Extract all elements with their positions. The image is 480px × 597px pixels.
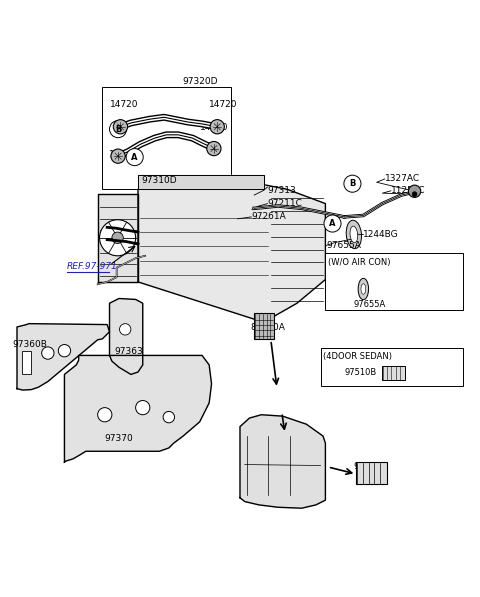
Circle shape xyxy=(344,175,361,192)
Text: 14720: 14720 xyxy=(108,150,137,159)
Text: 97510A: 97510A xyxy=(353,463,388,472)
Bar xyxy=(22,350,31,374)
Circle shape xyxy=(120,324,131,335)
Circle shape xyxy=(112,232,123,244)
Circle shape xyxy=(97,408,112,422)
Circle shape xyxy=(210,119,224,134)
Text: 97211C: 97211C xyxy=(267,199,302,208)
Circle shape xyxy=(99,220,136,256)
Text: 14720: 14720 xyxy=(209,100,238,109)
Text: 1125KC: 1125KC xyxy=(391,186,425,195)
Text: (4DOOR SEDAN): (4DOOR SEDAN) xyxy=(323,352,392,361)
Text: 97320D: 97320D xyxy=(182,77,217,86)
Text: 97363: 97363 xyxy=(114,347,143,356)
Text: B: B xyxy=(349,179,356,188)
Text: 97261A: 97261A xyxy=(252,213,286,221)
Ellipse shape xyxy=(361,284,366,294)
Text: REF.97-971: REF.97-971 xyxy=(67,261,118,270)
Text: 97655A: 97655A xyxy=(326,241,361,250)
Text: 1244BG: 1244BG xyxy=(363,230,399,239)
Text: 97510B: 97510B xyxy=(344,368,377,377)
Bar xyxy=(102,87,230,189)
Polygon shape xyxy=(17,324,109,390)
Circle shape xyxy=(408,185,421,198)
Circle shape xyxy=(412,192,417,196)
Polygon shape xyxy=(138,180,325,322)
Bar xyxy=(254,313,274,339)
Bar xyxy=(321,348,463,386)
Text: 87750A: 87750A xyxy=(250,324,285,333)
Circle shape xyxy=(207,141,221,156)
Ellipse shape xyxy=(350,226,358,243)
Circle shape xyxy=(163,411,175,423)
Ellipse shape xyxy=(346,220,361,248)
Circle shape xyxy=(324,215,341,232)
Circle shape xyxy=(136,401,150,415)
Text: 14720: 14720 xyxy=(200,123,228,132)
Polygon shape xyxy=(109,298,143,374)
Circle shape xyxy=(58,344,71,357)
Ellipse shape xyxy=(358,278,369,300)
Text: 97310D: 97310D xyxy=(142,176,177,185)
Text: A: A xyxy=(329,219,336,228)
Text: A: A xyxy=(132,153,138,162)
Circle shape xyxy=(111,149,125,164)
Polygon shape xyxy=(240,415,325,508)
Text: 97360B: 97360B xyxy=(13,340,48,349)
Polygon shape xyxy=(97,194,138,282)
Text: 97655A: 97655A xyxy=(354,300,386,309)
Circle shape xyxy=(126,149,143,165)
Text: 14720: 14720 xyxy=(109,100,138,109)
Text: B: B xyxy=(115,125,121,134)
Circle shape xyxy=(109,121,127,138)
Text: 97370: 97370 xyxy=(105,434,133,443)
Bar xyxy=(325,254,463,310)
Bar xyxy=(356,462,387,484)
Polygon shape xyxy=(138,175,264,189)
Text: (W/O AIR CON): (W/O AIR CON) xyxy=(328,259,390,267)
Bar xyxy=(383,366,405,380)
Polygon shape xyxy=(64,355,212,462)
Text: 1327AC: 1327AC xyxy=(384,174,420,183)
Circle shape xyxy=(42,347,54,359)
Circle shape xyxy=(113,119,128,134)
Text: 97313: 97313 xyxy=(267,186,296,195)
